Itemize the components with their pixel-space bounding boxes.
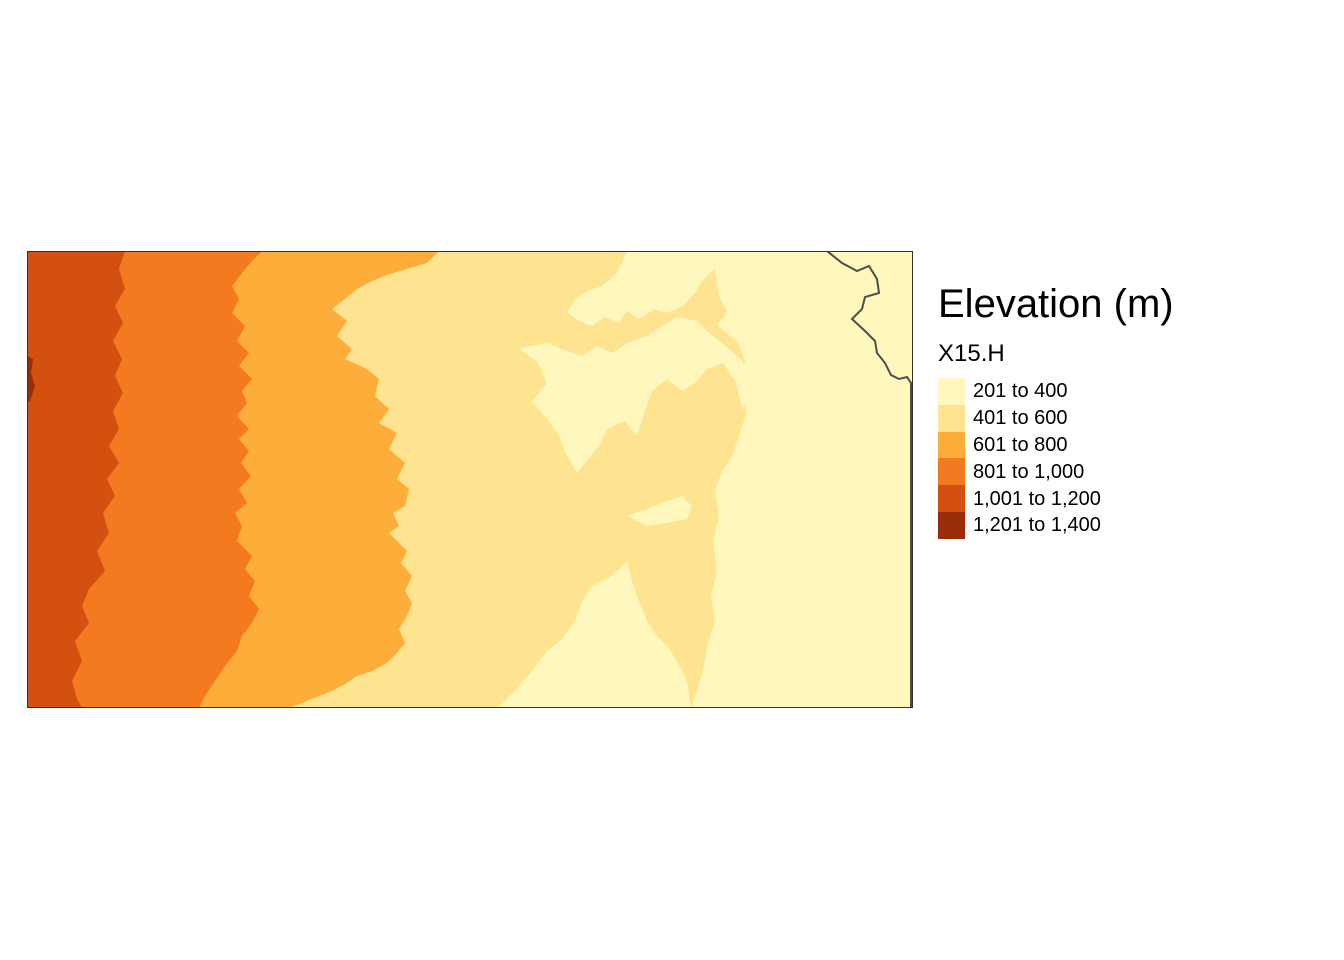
legend-label: 401 to 600 (973, 407, 1068, 430)
legend-item: 601 to 800 (938, 431, 1174, 459)
legend-swatch (938, 458, 965, 486)
legend-swatch (938, 378, 965, 405)
elevation-lobe-central (519, 317, 747, 473)
legend-swatch (938, 485, 965, 512)
elevation-lobe-east (627, 496, 692, 526)
legend-item: 1,001 to 1,200 (938, 485, 1174, 512)
legend-label: 1,001 to 1,200 (973, 487, 1101, 510)
legend-items: 201 to 400 401 to 600 601 to 800 801 to … (938, 378, 1174, 539)
legend-title: Elevation (m) (938, 282, 1174, 326)
elevation-zone-1001-1200 (27, 251, 125, 708)
legend-swatch (938, 404, 965, 432)
map-canvas (27, 251, 913, 708)
elevation-lobe-south (497, 561, 691, 708)
legend: Elevation (m) X15.H 201 to 400 401 to 60… (938, 282, 1174, 539)
elevation-zone-1201-1400 (27, 356, 35, 403)
legend-label: 801 to 1,000 (973, 460, 1085, 483)
legend-label: 201 to 400 (973, 380, 1068, 403)
legend-item: 401 to 600 (938, 404, 1174, 432)
legend-item: 1,201 to 1,400 (938, 511, 1174, 539)
elevation-lobe-north (567, 251, 717, 326)
elevation-map[interactable] (27, 251, 913, 708)
legend-item: 801 to 1,000 (938, 458, 1174, 486)
state-border (826, 251, 912, 708)
legend-subtitle: X15.H (938, 340, 1005, 367)
legend-label: 601 to 800 (973, 433, 1068, 456)
legend-label: 1,201 to 1,400 (973, 514, 1101, 537)
legend-item: 201 to 400 (938, 378, 1174, 405)
legend-swatch (938, 511, 965, 539)
legend-swatch (938, 431, 965, 459)
map-frame-border (27, 251, 913, 708)
